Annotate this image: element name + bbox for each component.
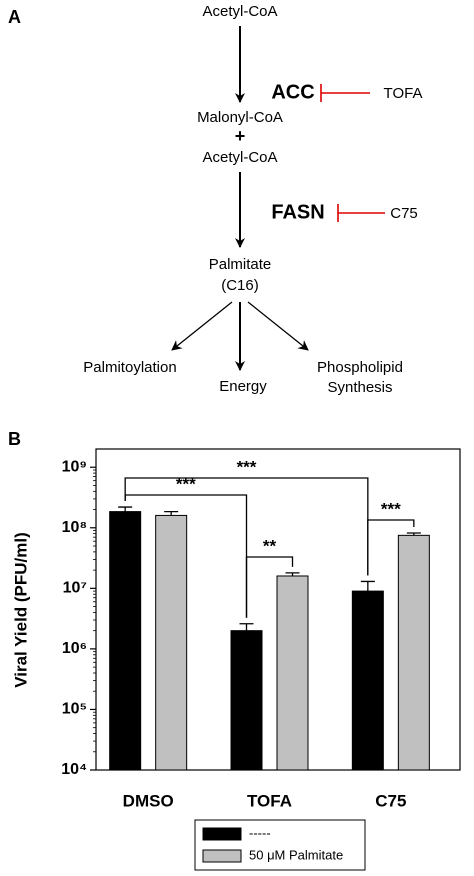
significance-label: *** xyxy=(381,499,401,518)
plus: + xyxy=(235,126,246,146)
bar xyxy=(109,511,142,771)
y-axis-label: Viral Yield (PFU/ml) xyxy=(11,532,30,688)
y-tick-label: 10⁶ xyxy=(62,640,87,657)
error-bar xyxy=(360,580,375,592)
arrow xyxy=(247,301,309,351)
x-tick-label: TOFA xyxy=(247,791,292,810)
error-bar xyxy=(118,506,133,512)
error-bar xyxy=(406,532,421,536)
y-tick-label: 10⁵ xyxy=(62,701,87,718)
node: Palmitate xyxy=(209,256,272,273)
error-bar xyxy=(239,623,254,631)
y-tick-label: 10⁷ xyxy=(63,580,87,597)
y-tick-label: 10⁸ xyxy=(62,519,87,536)
x-tick-label: C75 xyxy=(375,791,406,810)
panel-b: B Viral Yield (PFU/ml) 10⁴ 10⁵ 10⁶ 10⁷ 10⁸ 10… xyxy=(8,429,461,871)
panel-label: B xyxy=(8,429,21,449)
error-bar xyxy=(285,572,300,576)
y-tick-label: 10⁴ xyxy=(61,761,87,778)
significance-bracket xyxy=(367,519,415,576)
arrow xyxy=(171,301,233,351)
node: Palmitoylation xyxy=(83,359,176,376)
bar xyxy=(397,534,430,771)
x-tick-label: DMSO xyxy=(123,791,174,810)
inhibition xyxy=(337,204,385,222)
bar xyxy=(351,590,384,771)
panel-a: A Acetyl-CoA ACC TOFA Malonyl-CoA + Acet… xyxy=(8,3,422,396)
significance-label: *** xyxy=(176,474,196,493)
bar xyxy=(276,575,309,771)
legend-label: 50 μM Palmitate xyxy=(249,847,343,862)
inhibitor: TOFA xyxy=(384,85,423,102)
node: (C16) xyxy=(221,277,259,294)
panel-label: A xyxy=(8,7,21,27)
inhibitor: C75 xyxy=(390,205,418,222)
legend-swatch xyxy=(202,827,242,841)
node: Malonyl-CoA xyxy=(197,109,283,126)
legend-swatch xyxy=(202,849,242,863)
bar xyxy=(230,630,263,771)
enzyme: ACC xyxy=(271,81,314,103)
y-tick-label: 10⁹ xyxy=(62,458,87,475)
node: Acetyl-CoA xyxy=(202,149,277,166)
legend-label: ----- xyxy=(249,825,271,840)
enzyme: FASN xyxy=(271,201,324,223)
node: Phospholipid xyxy=(317,359,403,376)
significance-bracket xyxy=(245,556,294,618)
node: Synthesis xyxy=(327,379,392,396)
significance-label: ** xyxy=(263,536,277,555)
bar xyxy=(155,514,188,771)
inhibition xyxy=(320,84,370,102)
error-bar xyxy=(164,510,179,516)
node: Acetyl-CoA xyxy=(202,3,277,20)
node: Energy xyxy=(219,378,267,395)
significance-label: *** xyxy=(237,457,257,476)
